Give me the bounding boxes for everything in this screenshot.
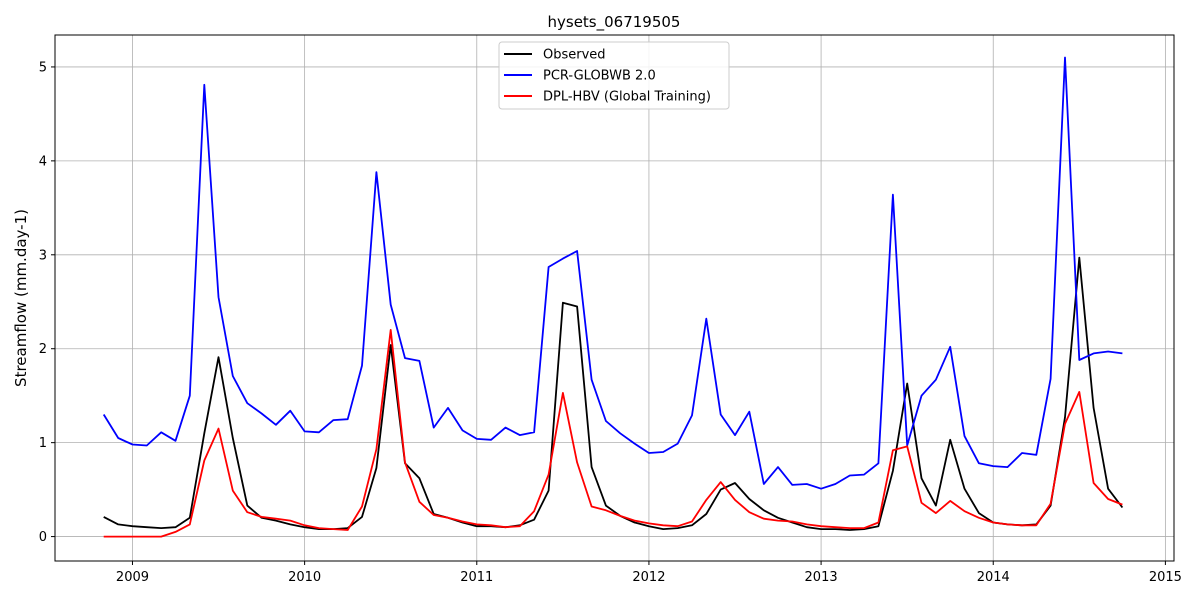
y-tick-label: 3	[39, 248, 47, 263]
x-tick-label: 2014	[977, 570, 1010, 585]
legend-label: Observed	[543, 48, 606, 63]
chart-title: hysets_06719505	[548, 13, 681, 32]
x-axis: 2009 2010 2011 2012 2013 2014 2015	[116, 561, 1182, 585]
y-tick-label: 4	[39, 154, 47, 169]
y-tick-label: 0	[39, 530, 47, 545]
x-tick-label: 2009	[116, 570, 149, 585]
series-line-pcr-globwb-2-0	[102, 56, 1123, 490]
series-lines	[102, 56, 1124, 538]
y-tick-label: 2	[39, 342, 47, 357]
legend-label: PCR-GLOBWB 2.0	[543, 69, 656, 84]
plot-frame	[54, 34, 1175, 562]
y-axis-title: Streamflow (mm.day-1)	[12, 209, 30, 387]
legend: Observed PCR-GLOBWB 2.0 DPL-HBV (Global Tr…	[498, 41, 730, 110]
x-tick-label: 2013	[805, 570, 838, 585]
x-tick-label: 2010	[288, 570, 321, 585]
legend-label: DPL-HBV (Global Training)	[543, 90, 711, 105]
y-tick-label: 1	[39, 436, 47, 451]
series-line-observed	[103, 256, 1124, 531]
series-line-dpl-hbv-global-training	[103, 328, 1123, 538]
x-tick-label: 2011	[460, 570, 493, 585]
x-tick-label: 2015	[1149, 570, 1182, 585]
plot-background	[55, 35, 1174, 561]
legend-box	[498, 41, 730, 110]
x-tick-label: 2012	[632, 570, 665, 585]
y-axis: 0 1 2 3 4 5	[39, 60, 55, 545]
y-tick-label: 5	[39, 60, 47, 75]
